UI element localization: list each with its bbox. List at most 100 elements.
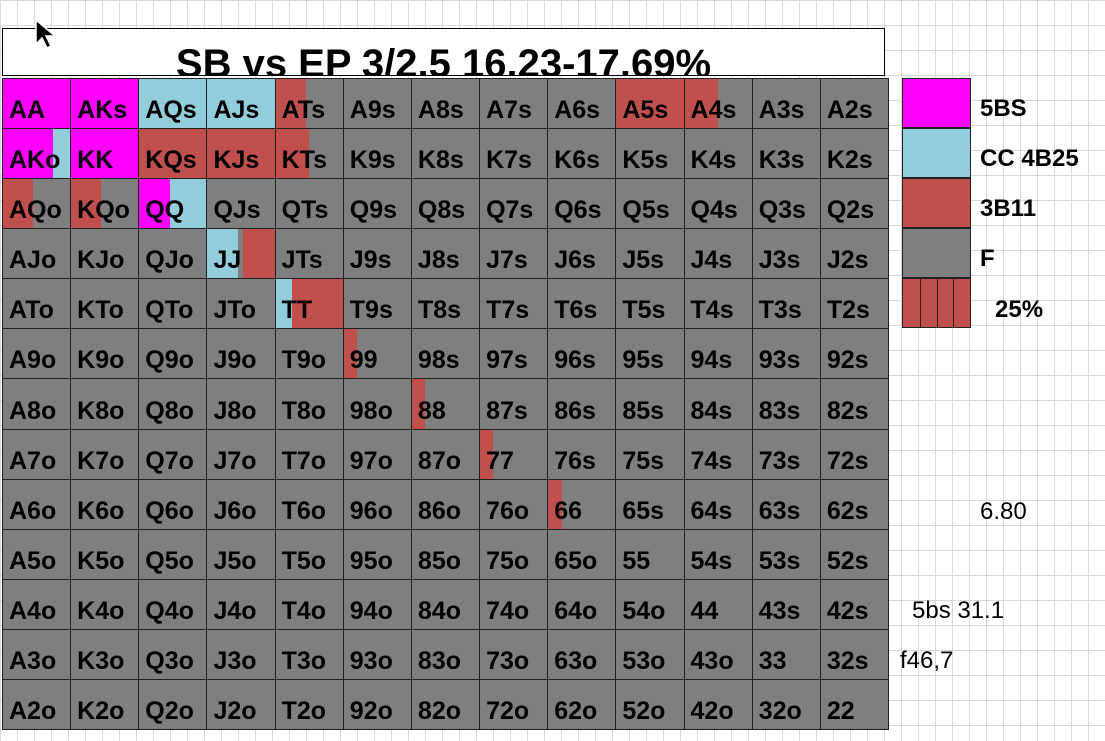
action-segment bbox=[275, 379, 343, 429]
hand-cell: 76o bbox=[479, 478, 549, 530]
action-segment bbox=[275, 579, 343, 629]
hand-cell: 95s bbox=[615, 328, 685, 380]
hand-label: T2s bbox=[826, 296, 870, 325]
action-segment bbox=[480, 329, 548, 379]
hand-label: T9o bbox=[281, 346, 327, 375]
hand-label: T3s bbox=[758, 296, 802, 325]
action-segment bbox=[411, 379, 426, 429]
action-segment bbox=[275, 329, 343, 379]
action-segment bbox=[3, 429, 71, 479]
action-segment bbox=[616, 229, 684, 279]
action-segment bbox=[752, 229, 820, 279]
hand-cell: Q9o bbox=[138, 328, 208, 380]
action-segment bbox=[309, 129, 343, 179]
hand-label: QJo bbox=[145, 246, 194, 275]
action-segment bbox=[616, 79, 684, 129]
hand-label: Q6s bbox=[554, 196, 602, 225]
hand-cell: KTo bbox=[70, 278, 140, 330]
hand-cell: 98o bbox=[342, 378, 412, 430]
hand-label: J6s bbox=[554, 246, 596, 275]
hand-label: 98o bbox=[349, 396, 393, 425]
action-segment bbox=[820, 329, 888, 379]
hand-label: 54s bbox=[690, 546, 733, 575]
hand-cell: T5s bbox=[615, 278, 685, 330]
hand-label: A2o bbox=[9, 696, 57, 725]
hand-cell: 43o bbox=[683, 628, 753, 680]
action-segment bbox=[411, 279, 480, 329]
hand-cell: 86s bbox=[547, 378, 617, 430]
hand-cell: A3s bbox=[751, 78, 821, 130]
hand-label: KK bbox=[77, 146, 114, 175]
hand-label: 72s bbox=[826, 446, 869, 475]
action-segment bbox=[480, 79, 548, 129]
hand-cell: AKo bbox=[2, 128, 72, 180]
action-segment bbox=[139, 579, 207, 629]
action-segment bbox=[71, 329, 139, 379]
hand-label: 97s bbox=[486, 346, 528, 375]
hand-label: J5s bbox=[622, 246, 665, 275]
hand-cell: QTo bbox=[138, 278, 208, 330]
hand-cell: KK bbox=[70, 128, 140, 180]
action-segment bbox=[3, 179, 34, 229]
hand-cell: K7s bbox=[479, 128, 549, 180]
hand-label: 72o bbox=[486, 696, 530, 725]
hand-cell: Q4o bbox=[138, 578, 208, 630]
action-segment bbox=[820, 629, 888, 679]
action-segment bbox=[343, 579, 411, 629]
action-segment bbox=[752, 79, 820, 129]
hand-cell: 66 bbox=[547, 478, 617, 530]
action-segment bbox=[101, 179, 139, 229]
action-segment bbox=[71, 179, 102, 229]
hand-label: 54o bbox=[622, 596, 666, 625]
hand-cell: AQo bbox=[2, 178, 72, 230]
action-segment bbox=[493, 429, 548, 479]
hand-cell: Q6o bbox=[138, 478, 208, 530]
hand-cell: 55 bbox=[615, 528, 685, 580]
hand-label: K9o bbox=[77, 346, 125, 375]
action-segment bbox=[169, 179, 207, 229]
action-segment bbox=[616, 129, 684, 179]
hand-label: 82o bbox=[417, 696, 462, 725]
hand-cell: AQs bbox=[138, 78, 208, 130]
hand-label: A8o bbox=[9, 396, 57, 425]
action-segment bbox=[343, 679, 411, 729]
hand-label: 96o bbox=[349, 496, 393, 525]
action-segment bbox=[207, 229, 238, 279]
hand-cell: A7s bbox=[479, 78, 549, 130]
hand-label: 64s bbox=[690, 496, 733, 525]
action-segment bbox=[616, 579, 684, 629]
action-segment bbox=[3, 229, 71, 279]
hand-label: K8s bbox=[417, 146, 464, 175]
action-segment bbox=[139, 129, 207, 179]
hand-cell: K6s bbox=[547, 128, 617, 180]
legend-label-fold: F bbox=[980, 245, 995, 272]
hand-label: J8o bbox=[213, 396, 257, 425]
action-segment bbox=[820, 379, 888, 429]
hand-cell: 97s bbox=[479, 328, 549, 380]
hand-label: A3s bbox=[758, 96, 805, 125]
hand-cell: Q3o bbox=[138, 628, 208, 680]
hand-label: K3o bbox=[77, 646, 125, 675]
hand-cell: 75o bbox=[479, 528, 549, 580]
hand-label: K2o bbox=[77, 696, 125, 725]
hand-label: T6s bbox=[554, 296, 598, 325]
action-segment bbox=[411, 579, 480, 629]
action-segment bbox=[616, 279, 684, 329]
hand-cell: 96o bbox=[342, 478, 412, 530]
action-segment bbox=[616, 629, 684, 679]
action-segment bbox=[411, 529, 480, 579]
hand-cell: Q6s bbox=[547, 178, 617, 230]
hand-label: JJ bbox=[213, 246, 242, 275]
hand-cell: 87o bbox=[410, 428, 481, 480]
hand-label: TT bbox=[281, 296, 313, 325]
action-segment bbox=[3, 629, 71, 679]
hand-label: Q4o bbox=[145, 596, 194, 625]
hand-cell: 64s bbox=[683, 478, 753, 530]
action-segment bbox=[425, 379, 480, 429]
hand-label: 93o bbox=[349, 646, 393, 675]
hand-label: JTs bbox=[281, 246, 323, 275]
hand-cell: ATo bbox=[2, 278, 72, 330]
hand-cell: KTs bbox=[274, 128, 344, 180]
action-segment bbox=[71, 629, 139, 679]
action-segment bbox=[684, 479, 752, 529]
